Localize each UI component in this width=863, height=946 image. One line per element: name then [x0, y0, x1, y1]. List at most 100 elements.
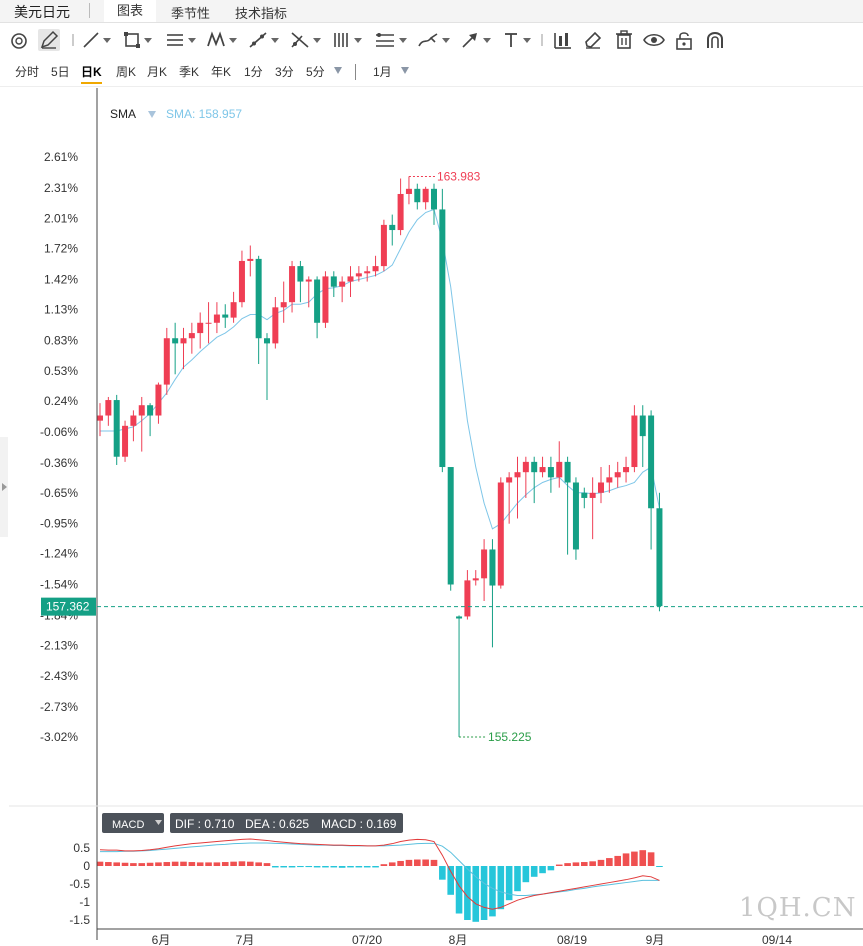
brush-icon[interactable] — [417, 29, 450, 51]
macd-y-tick-label: 0 — [83, 859, 90, 873]
candle-down — [439, 188, 446, 473]
macd-button[interactable] — [102, 813, 164, 833]
candle-up — [339, 276, 346, 303]
pencil-icon[interactable] — [38, 29, 60, 51]
arrow-icon[interactable] — [460, 29, 491, 51]
macd-bar — [497, 866, 505, 910]
candle-body — [456, 616, 463, 619]
macd-bar — [539, 866, 546, 874]
x-tick-label: 8月 — [449, 933, 468, 946]
candle-up — [614, 461, 621, 488]
separator-icon-2 — [540, 29, 544, 51]
macd-bar — [230, 861, 237, 866]
y-tick-label: 0.83% — [44, 333, 78, 347]
fib-icon[interactable] — [248, 29, 279, 51]
period-intraday[interactable]: 分时 — [15, 65, 40, 79]
magnet-u-icon[interactable] — [705, 29, 725, 51]
macd-bar — [188, 862, 196, 866]
sma-dropdown-icon[interactable] — [148, 111, 156, 118]
last-price-tag — [41, 597, 96, 616]
range-selector[interactable]: 1月 — [373, 65, 392, 79]
macd-bar — [255, 862, 262, 866]
macd-bar — [631, 851, 638, 866]
candle-body — [447, 467, 454, 585]
trash-icon[interactable] — [614, 29, 634, 51]
y-tick-label: -2.73% — [40, 700, 78, 714]
candle-body — [405, 188, 412, 194]
candle-body — [522, 461, 529, 473]
magnet-icon[interactable] — [9, 29, 29, 51]
candle-body — [422, 188, 429, 203]
candle-up — [497, 477, 504, 589]
period-weekly[interactable]: 周K — [116, 65, 137, 79]
period-5min[interactable]: 5分 — [306, 65, 325, 79]
candle-body — [514, 472, 521, 478]
candle-up — [230, 291, 237, 323]
macd-dea: DEA : 0.625 — [245, 817, 309, 831]
candle-body — [130, 415, 137, 426]
lock-icon[interactable] — [675, 29, 693, 51]
candle-up — [122, 420, 129, 462]
macd-bar — [297, 866, 304, 868]
eraser-icon[interactable] — [583, 29, 603, 51]
macd-bar — [238, 861, 246, 866]
side-panel-handle[interactable] — [0, 437, 8, 537]
candle-body — [414, 188, 421, 203]
candle-down — [255, 255, 262, 364]
candle-down — [222, 304, 229, 328]
dif-line — [99, 838, 660, 910]
macd-bar — [338, 866, 346, 868]
candle-body — [264, 338, 270, 344]
macd-dropdown-icon[interactable] — [155, 820, 162, 825]
candle-up — [539, 456, 546, 478]
macd-bar — [522, 866, 530, 883]
candle-body — [122, 425, 129, 457]
range-icon[interactable] — [374, 29, 407, 51]
bar-chart-icon[interactable] — [553, 29, 573, 51]
macd-bar — [130, 863, 137, 866]
candle-body — [97, 415, 103, 421]
pattern-icon[interactable] — [206, 29, 237, 51]
eye-icon[interactable] — [643, 29, 665, 51]
candle-body — [188, 333, 195, 339]
gann-icon[interactable] — [290, 29, 321, 51]
period-quarterly[interactable]: 季K — [179, 65, 200, 79]
macd-bar — [113, 862, 120, 866]
period-yearly[interactable]: 年K — [211, 65, 232, 79]
candle-body — [372, 266, 379, 272]
candle-up — [556, 441, 563, 488]
candle-body — [506, 477, 513, 483]
y-tick-label: -2.43% — [40, 669, 78, 683]
macd-bar — [564, 863, 571, 866]
text-icon[interactable] — [502, 29, 531, 51]
parallel-channel-icon[interactable] — [165, 29, 196, 51]
period-monthly[interactable]: 月K — [147, 65, 168, 79]
candle-up — [205, 302, 212, 344]
period-more-icon[interactable] — [334, 67, 342, 74]
range-chevron-down-icon[interactable] — [401, 67, 409, 74]
macd-bar — [514, 866, 521, 892]
candle-body — [380, 224, 387, 267]
macd-bar — [422, 859, 429, 866]
x-tick-label: 6月 — [152, 933, 171, 946]
candle-body — [230, 302, 237, 318]
candle-up — [623, 456, 630, 483]
separator-icon — [71, 29, 75, 51]
tab-chart[interactable]: 图表 — [104, 0, 157, 22]
macd-bar — [430, 859, 438, 866]
period-1min[interactable]: 1分 — [244, 65, 263, 79]
tab-indicators[interactable]: 技术指标 — [235, 6, 288, 21]
macd-bar — [489, 866, 496, 917]
period-5d[interactable]: 5日 — [51, 65, 70, 79]
period-daily[interactable]: 日K — [81, 63, 102, 84]
rectangle-icon[interactable] — [123, 29, 152, 51]
candle-body — [339, 281, 346, 287]
candle-body — [364, 271, 371, 274]
period-3min[interactable]: 3分 — [275, 65, 294, 79]
tab-seasonality[interactable]: 季节性 — [171, 6, 211, 21]
macd-bar — [121, 862, 129, 866]
trendline-icon[interactable] — [82, 29, 111, 51]
pitchfork-icon[interactable] — [331, 29, 362, 51]
candle-up — [405, 176, 412, 205]
